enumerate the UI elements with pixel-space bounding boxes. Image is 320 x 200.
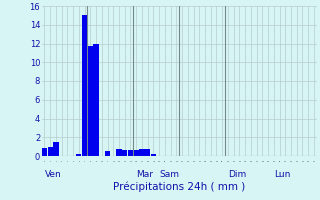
Text: Précipitations 24h ( mm ): Précipitations 24h ( mm ) xyxy=(113,182,245,192)
Bar xyxy=(82,15,87,156)
Bar xyxy=(105,151,110,156)
Bar xyxy=(134,150,139,156)
Bar xyxy=(122,150,127,156)
Bar xyxy=(88,46,93,156)
Bar xyxy=(145,149,150,156)
Bar xyxy=(48,147,53,156)
Text: Sam: Sam xyxy=(159,170,179,179)
Bar xyxy=(139,149,145,156)
Bar xyxy=(42,148,47,156)
Bar xyxy=(93,44,99,156)
Text: Mar: Mar xyxy=(136,170,153,179)
Bar xyxy=(116,149,122,156)
Bar xyxy=(151,154,156,156)
Text: Lun: Lun xyxy=(274,170,290,179)
Bar xyxy=(53,142,59,156)
Text: Dim: Dim xyxy=(228,170,246,179)
Bar xyxy=(76,154,82,156)
Text: Ven: Ven xyxy=(44,170,61,179)
Bar xyxy=(128,150,133,156)
